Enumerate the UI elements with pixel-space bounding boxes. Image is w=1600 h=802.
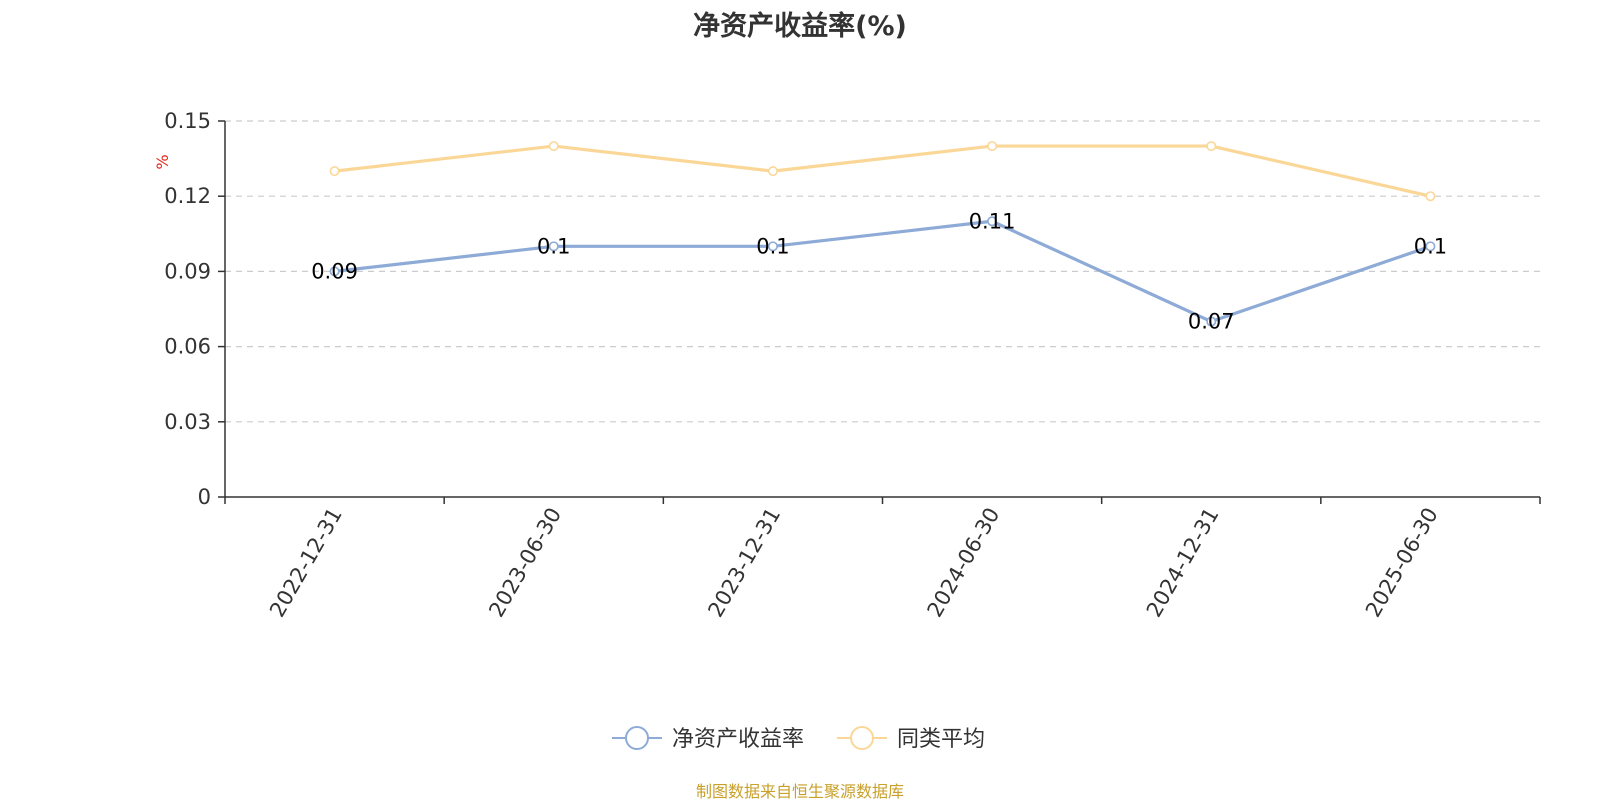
legend-item-0: 净资产收益率 xyxy=(612,726,804,752)
x-tick-label: 2023-12-31 xyxy=(703,504,785,622)
x-tick-label: 2022-12-31 xyxy=(265,504,347,622)
data-label: 0.11 xyxy=(969,209,1016,233)
legend-marker xyxy=(625,726,649,750)
x-tick-label: 2024-06-30 xyxy=(923,503,1005,621)
data-point xyxy=(1206,316,1217,327)
source-note: 制图数据来自恒生聚源数据库 xyxy=(695,782,904,801)
data-label: 0.09 xyxy=(311,259,358,283)
x-tick-label: 2025-06-30 xyxy=(1361,504,1443,622)
axes: 0 0.03 0.06 0.09 0.12 0.15 2022-12-31 2023-06-3… xyxy=(164,109,1541,622)
y-tick-label: 0.03 xyxy=(164,410,211,434)
x-tick-label: 2024-12-31 xyxy=(1142,504,1224,622)
data-point xyxy=(548,141,559,152)
data-point xyxy=(1425,191,1436,202)
legend-label: 净资产收益率 xyxy=(672,727,804,752)
x-tick-label: 2023-06-30 xyxy=(484,504,566,622)
series xyxy=(329,141,1436,327)
y-tick-label: 0.06 xyxy=(164,335,211,359)
series-line-1 xyxy=(334,144,1431,198)
data-point xyxy=(987,216,998,227)
legend-label: 同类平均 xyxy=(897,727,985,752)
data-point xyxy=(329,166,340,177)
y-tick-label: 0.12 xyxy=(164,184,211,208)
chart-title: 净资产收益率(%) xyxy=(693,11,907,42)
y-tick-label: 0 xyxy=(198,485,211,509)
data-label: 0.1 xyxy=(756,234,789,258)
legend-marker xyxy=(850,726,874,750)
data-point xyxy=(987,141,998,152)
data-label: 0.1 xyxy=(1414,234,1447,258)
data-point xyxy=(767,166,778,177)
y-tick-label: 0.09 xyxy=(164,259,211,283)
grid-lines xyxy=(225,120,1540,423)
data-label: 0.07 xyxy=(1188,310,1235,334)
data-point xyxy=(1425,241,1436,252)
data-point xyxy=(1206,141,1217,152)
legend: 净资产收益率 同类平均 xyxy=(612,726,985,752)
y-axis-unit-label: % xyxy=(153,154,172,169)
series-line-0 xyxy=(334,219,1431,324)
data-point xyxy=(767,241,778,252)
data-point xyxy=(329,266,340,277)
y-tick-label: 0.15 xyxy=(164,109,211,133)
legend-item-1: 同类平均 xyxy=(837,726,985,752)
data-label: 0.1 xyxy=(537,234,570,258)
data-labels: 0.09 0.1 0.1 0.11 0.07 0.1 xyxy=(311,209,1447,333)
data-point xyxy=(548,241,559,252)
